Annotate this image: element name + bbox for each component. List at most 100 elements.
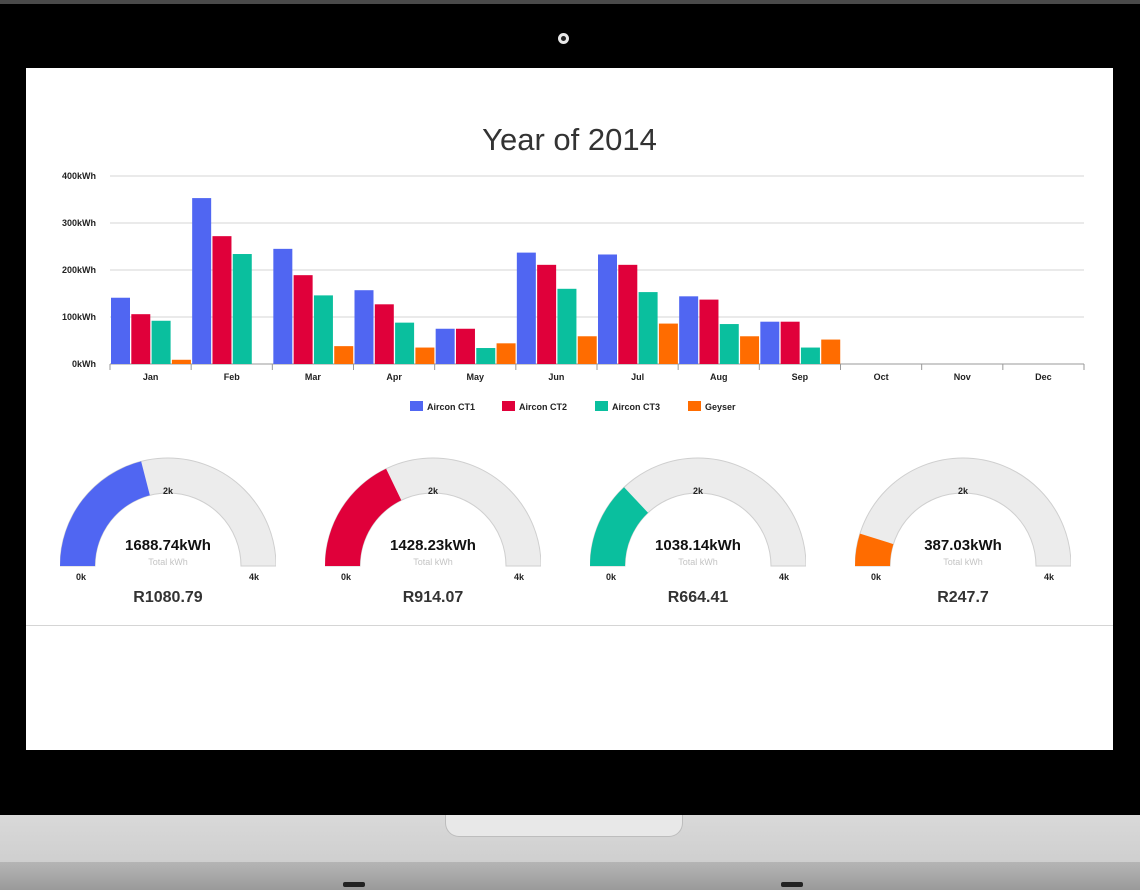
x-tick-label: Jun [548,372,564,382]
bar-geyser [577,336,597,364]
bar-aircon-ct1 [273,248,293,364]
y-tick-label: 200kWh [62,265,96,275]
gauge-cost: R664.41 [667,589,729,606]
gauge-cost: R1080.79 [133,589,203,606]
gauge-subtitle: Total kWh [413,557,453,567]
x-tick-label: Dec [1035,372,1052,382]
legend-swatch [502,401,515,411]
x-tick-label: Oct [874,372,889,382]
y-tick-label: 300kWh [62,218,96,228]
bar-aircon-ct3 [476,348,496,364]
camera-icon [558,33,569,44]
gauge-mid-label: 2k [692,486,703,496]
bar-aircon-ct3 [557,288,577,364]
bar-aircon-ct1 [679,296,699,364]
gauge-value: 1688.74kWh [125,537,211,554]
bar-aircon-ct3 [313,295,333,364]
gauge-track [855,457,1071,567]
gauge-subtitle: Total kWh [678,557,718,567]
bar-aircon-ct1 [111,297,130,364]
gauge-min-label: 0k [871,572,882,582]
bar-aircon-ct2 [699,299,719,364]
gauge-cost: R247.7 [937,589,989,606]
x-tick-label: Aug [710,372,728,382]
gauge-min-label: 0k [341,572,352,582]
laptop-base [0,862,1140,890]
gauge-cost: R914.07 [402,589,464,606]
bar-geyser [658,323,678,364]
gauge-dial [590,457,806,567]
bar-aircon-ct2 [618,264,638,364]
gauge-max-label: 4k [514,572,525,582]
gauge-mid-label: 2k [427,486,438,496]
gauge-fill [590,487,649,566]
bar-aircon-ct2 [537,264,557,364]
bar-aircon-ct2 [374,304,394,364]
bar-aircon-ct3 [395,322,415,364]
bar-geyser [496,343,516,364]
bar-geyser [415,347,435,364]
legend-swatch [410,401,423,411]
bar-aircon-ct2 [455,328,475,364]
gauge-dial [855,457,1071,567]
bezel-edge [0,0,1140,4]
bar-aircon-ct3 [232,254,252,364]
x-tick-label: May [466,372,484,382]
bar-aircon-ct2 [293,275,313,364]
legend-label: Aircon CT3 [612,402,660,412]
bar-aircon-ct3 [151,320,171,364]
legend-label: Geyser [705,402,736,412]
gauge-mid-label: 2k [957,486,968,496]
gauge-subtitle: Total kWh [148,557,188,567]
gauge-dial [60,457,276,567]
bar-aircon-ct2 [780,321,800,364]
laptop-foot [343,882,365,887]
gauge-fill [855,533,894,566]
section-divider [26,625,1113,626]
x-tick-label: Nov [954,372,971,382]
gauge-aircon-ct2: 2k 1428.23kWh Total kWh 0k 4k R914.07 [325,453,565,613]
lid-notch [445,815,683,837]
bar-aircon-ct1 [598,254,617,364]
x-tick-label: Feb [224,372,241,382]
bar-aircon-ct2 [131,314,151,364]
bar-aircon-ct1 [192,198,212,364]
x-tick-label: Apr [386,372,402,382]
gauge-fill [325,468,402,566]
legend-label: Aircon CT1 [427,402,475,412]
legend-label: Aircon CT2 [519,402,567,412]
gauge-mid-label: 2k [162,486,173,496]
gauge-min-label: 0k [76,572,87,582]
bar-aircon-ct2 [212,236,232,364]
bar-geyser [334,346,354,364]
bar-aircon-ct3 [638,292,658,364]
bar-geyser [740,336,760,364]
legend-swatch [595,401,608,411]
bar-aircon-ct1 [760,321,780,364]
bar-geyser [821,339,841,364]
x-tick-label: Jan [143,372,159,382]
gauge-value: 1428.23kWh [390,537,476,554]
gauge-max-label: 4k [1044,572,1055,582]
gauge-fill [60,461,150,566]
x-tick-label: Sep [792,372,809,382]
gauge-value: 1038.14kWh [655,537,741,554]
bar-chart: 0kWh 100kWh 200kWh 300kWh 400kWh Jan Feb Mar Apr… [62,171,1085,412]
bar-aircon-ct1 [516,252,536,364]
bar-aircon-ct3 [800,347,820,364]
gauge-geyser: 2k 387.03kWh Total kWh 0k 4k R247.7 [855,453,1095,613]
gauge-subtitle: Total kWh [943,557,983,567]
y-tick-label: 0kWh [72,359,96,369]
y-tick-label: 100kWh [62,312,96,322]
bar-aircon-ct1 [354,290,374,364]
gauge-aircon-ct3: 2k 1038.14kWh Total kWh 0k 4k R664.41 [590,453,830,613]
gauge-max-label: 4k [779,572,790,582]
dashboard-screen: Year of 2014 0kWh 100kWh 200kWh 300kWh 400kW… [26,68,1113,750]
gauge-max-label: 4k [249,572,260,582]
x-tick-label: Jul [631,372,644,382]
chart-title: Year of 2014 [482,122,657,157]
bar-aircon-ct3 [719,324,739,364]
gauge-track [590,457,806,567]
x-tick-label: Mar [305,372,322,382]
gauge-min-label: 0k [606,572,617,582]
